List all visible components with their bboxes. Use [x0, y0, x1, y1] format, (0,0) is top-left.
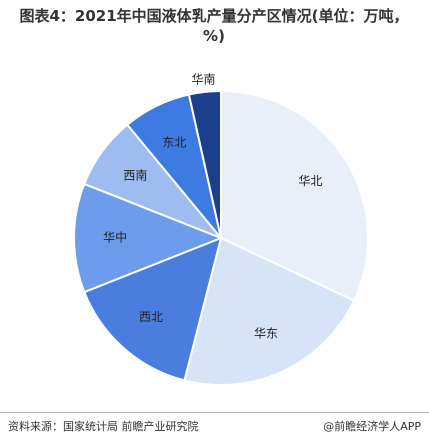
- slice-label: 东北: [162, 135, 186, 149]
- pie-slice: [187, 89, 222, 239]
- slice-label: 西南: [123, 167, 147, 182]
- chart-title: 图表4：2021年中国液体乳产量分产区情况(单位：万吨，%): [19, 7, 409, 45]
- pie-slice: [73, 182, 224, 294]
- slice-label: 华北: [298, 174, 322, 188]
- pie-slice: [183, 236, 356, 386]
- slice-label: 华南: [192, 71, 216, 86]
- pie-slice: [220, 89, 369, 302]
- separator: [0, 412, 429, 413]
- slice-label: 华中: [103, 230, 127, 245]
- slice-label: 西北: [139, 310, 163, 324]
- source: 资料来源：国家统计局 前瞻产业研究院: [8, 420, 199, 433]
- pie-slice: [83, 236, 223, 382]
- slice-label: 华东: [254, 326, 278, 340]
- brand: @前瞻经济学人APP: [323, 420, 421, 433]
